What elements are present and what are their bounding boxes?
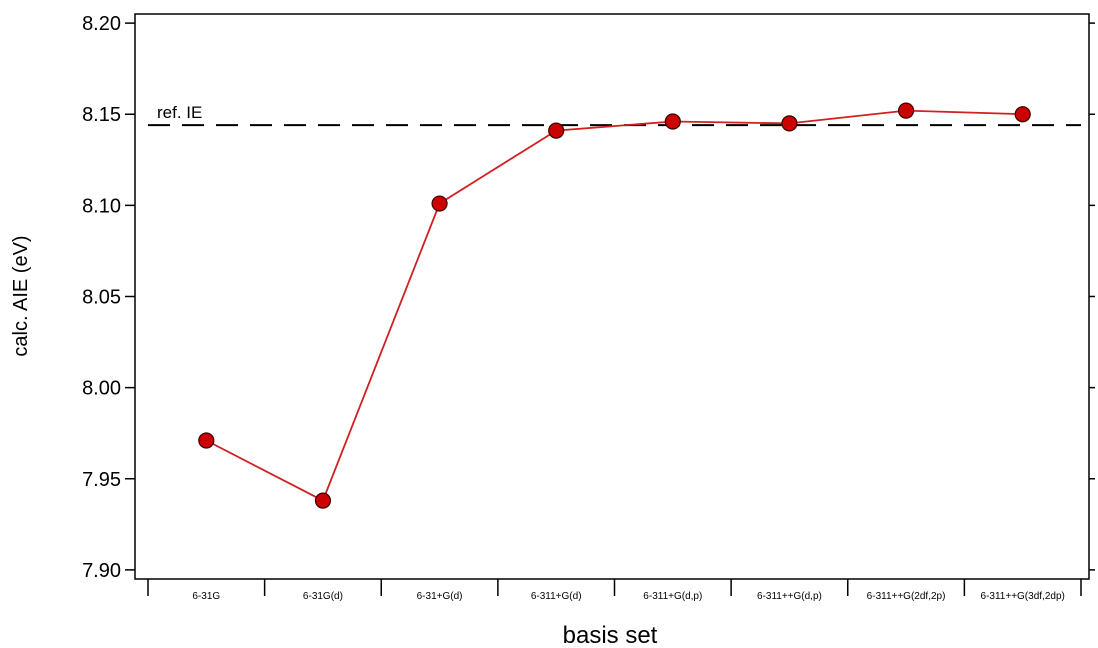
data-point: [548, 122, 565, 139]
plot-frame: [134, 13, 1090, 580]
data-point: [198, 432, 215, 449]
x-axis-title: basis set: [563, 622, 658, 648]
y-tick-label: 7.90: [82, 560, 121, 582]
y-tick-label: 8.10: [82, 195, 121, 217]
y-tick-label: 8.05: [82, 287, 121, 309]
y-axis-title: calc. AIE (eV): [10, 235, 32, 356]
reference-line-label: ref. IE: [157, 103, 202, 122]
series-line: [205, 109, 1023, 502]
x-tick-label: 6-311++G(d,p): [757, 591, 822, 602]
x-tick-label: 6-311++G(3df,2dp): [981, 591, 1065, 602]
x-tick-label: 6-31+G(d): [417, 591, 463, 602]
data-point: [1014, 106, 1031, 123]
x-tick-label: 6-311++G(2df,2p): [867, 591, 946, 602]
y-tick-label: 7.95: [82, 469, 121, 491]
x-tick-label: 6-31G(d): [303, 591, 343, 602]
data-point: [781, 115, 798, 132]
data-point: [431, 195, 448, 212]
y-tick-label: 8.00: [82, 378, 121, 400]
data-point: [664, 113, 681, 130]
x-tick-label: 6-311+G(d): [531, 591, 582, 602]
data-point: [897, 102, 915, 119]
x-tick-label: 6-311+G(d,p): [643, 591, 702, 602]
data-point: [314, 492, 332, 509]
y-tick-label: 8.20: [82, 13, 121, 35]
x-tick-label: 6-31G: [192, 591, 220, 602]
y-tick-label: 8.15: [82, 104, 121, 126]
